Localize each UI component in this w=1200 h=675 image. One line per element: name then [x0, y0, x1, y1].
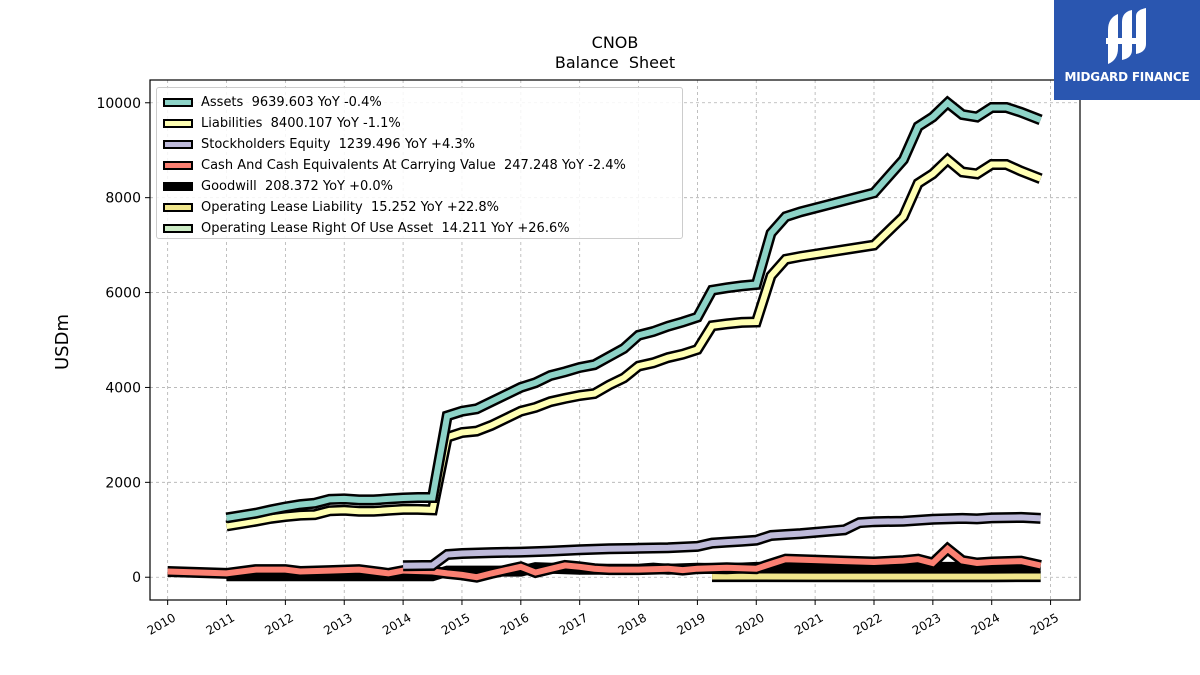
- x-tick-label: 2010: [145, 610, 178, 637]
- legend-label: Operating Lease Right Of Use Asset 14.21…: [201, 221, 570, 236]
- plot-frame: [149, 79, 1081, 601]
- x-tick-label: 2022: [851, 610, 884, 637]
- legend-label: Goodwill 208.372 YoY +0.0%: [201, 179, 394, 194]
- x-tick-label: 2012: [262, 610, 295, 637]
- legend-item-liabilities: Liabilities 8400.107 YoY -1.1%: [163, 113, 682, 134]
- y-tick-label: 2000: [105, 475, 141, 491]
- legend-label: Operating Lease Liability 15.252 YoY +22…: [201, 200, 500, 215]
- legend-item-operating-lease-right-of-use-asset: Operating Lease Right Of Use Asset 14.21…: [163, 218, 682, 239]
- x-tick-label: 2023: [910, 610, 943, 637]
- legend-item-stockholders-equity: Stockholders Equity 1239.496 YoY +4.3%: [163, 134, 682, 155]
- x-tick-label: 2011: [204, 610, 237, 637]
- chart-subtitle: Balance Sheet: [555, 53, 675, 72]
- series-layer: [167, 95, 1043, 583]
- y-tick-label: 4000: [105, 380, 141, 396]
- legend-label: Cash And Cash Equivalents At Carrying Va…: [201, 158, 626, 173]
- legend-swatch: [163, 98, 193, 107]
- y-tick-label: 6000: [105, 286, 141, 302]
- legend-swatch: [163, 119, 193, 128]
- y-axis-label: USDm: [52, 314, 73, 370]
- legend-swatch: [163, 182, 193, 191]
- x-tick-label: 2025: [1028, 610, 1061, 637]
- series-line-stockholders-equity: [403, 514, 1041, 569]
- logo-text: MIDGARD FINANCE: [1064, 70, 1190, 84]
- legend-label: Assets 9639.603 YoY -0.4%: [201, 95, 382, 110]
- legend-item-operating-lease-liability: Operating Lease Liability 15.252 YoY +22…: [163, 197, 682, 218]
- x-tick-label: 2013: [321, 610, 354, 637]
- x-tick-label: 2017: [557, 610, 590, 637]
- legend-swatch: [163, 224, 193, 233]
- x-tick-label: 2016: [498, 610, 531, 637]
- legend-swatch: [163, 161, 193, 170]
- series-line-liabilities: [226, 155, 1042, 529]
- chart-title: CNOB: [592, 33, 639, 52]
- y-tick-label: 8000: [105, 191, 141, 207]
- legend-item-goodwill: Goodwill 208.372 YoY +0.0%: [163, 176, 682, 197]
- midgard-finance-logo: MIDGARD FINANCE: [1054, 0, 1200, 100]
- y-tick-label: 0: [132, 570, 141, 586]
- x-tick-label: 2020: [733, 610, 766, 637]
- chart-legend: Assets 9639.603 YoY -0.4% Liabilities 840…: [156, 87, 683, 239]
- series-line-cash-and-cash-equivalents-at-carrying-value: [167, 544, 1042, 581]
- legend-swatch: [163, 140, 193, 149]
- legend-label: Stockholders Equity 1239.496 YoY +4.3%: [201, 137, 475, 152]
- legend-label: Liabilities 8400.107 YoY -1.1%: [201, 116, 401, 131]
- y-tick-label: 10000: [96, 96, 141, 112]
- legend-item-assets: Assets 9639.603 YoY -0.4%: [163, 92, 682, 113]
- x-tick-label: 2015: [439, 610, 472, 637]
- x-tick-label: 2014: [380, 610, 413, 637]
- x-tick-label: 2021: [792, 610, 825, 637]
- legend-swatch: [163, 203, 193, 212]
- series-line-assets: [226, 98, 1042, 521]
- midgard-logo-icon: [1106, 8, 1146, 64]
- x-tick-label: 2018: [616, 610, 649, 637]
- x-tick-label: 2019: [674, 610, 707, 637]
- legend-item-cash-and-cash-equivalents-at-carrying-value: Cash And Cash Equivalents At Carrying Va…: [163, 155, 682, 176]
- x-tick-label: 2024: [969, 610, 1002, 637]
